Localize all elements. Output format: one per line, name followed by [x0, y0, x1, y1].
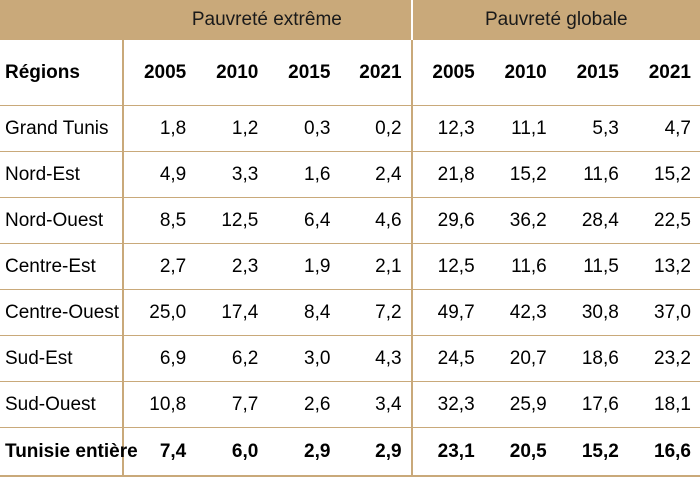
global-value-cell: 17,6	[555, 381, 628, 428]
global-value-cell: 24,5	[410, 335, 484, 382]
extreme-value-cell: 6,4	[267, 197, 340, 244]
global-value-cell: 36,2	[483, 197, 556, 244]
group-header-empty	[0, 0, 124, 40]
total-extreme-cell: 2,9	[339, 427, 412, 477]
global-value-cell: 28,4	[555, 197, 628, 244]
column-header-year: 2015	[555, 40, 628, 106]
extreme-value-cell: 2,4	[339, 151, 412, 198]
total-global-cell: 23,1	[410, 427, 484, 477]
column-header-year: 2010	[483, 40, 556, 106]
total-global-cell: 16,6	[627, 427, 700, 477]
region-cell: Sud-Ouest	[0, 381, 124, 428]
global-value-cell: 13,2	[627, 243, 700, 290]
region-cell: Sud-Est	[0, 335, 124, 382]
column-header-year: 2010	[195, 40, 268, 106]
extreme-value-cell: 2,1	[339, 243, 412, 290]
extreme-value-cell: 12,5	[195, 197, 268, 244]
table-row: Grand Tunis 1,8 1,2 0,3 0,2 12,3 11,1 5,…	[0, 105, 700, 152]
group-header-extreme: Pauvreté extrême	[123, 0, 412, 40]
region-cell: Centre-Ouest	[0, 289, 124, 336]
table-body: Grand Tunis 1,8 1,2 0,3 0,2 12,3 11,1 5,…	[0, 105, 700, 477]
global-value-cell: 22,5	[627, 197, 700, 244]
total-extreme-cell: 2,9	[267, 427, 340, 477]
global-value-cell: 5,3	[555, 105, 628, 152]
total-global-cell: 20,5	[483, 427, 556, 477]
extreme-value-cell: 17,4	[195, 289, 268, 336]
global-value-cell: 25,9	[483, 381, 556, 428]
table-row: Sud-Ouest 10,8 7,7 2,6 3,4 32,3 25,9 17,…	[0, 381, 700, 428]
extreme-value-cell: 4,3	[339, 335, 412, 382]
global-value-cell: 11,6	[483, 243, 556, 290]
column-header-year: 2021	[339, 40, 412, 106]
global-value-cell: 37,0	[627, 289, 700, 336]
column-header-region: Régions	[0, 40, 124, 106]
global-value-cell: 12,5	[410, 243, 484, 290]
extreme-value-cell: 4,6	[339, 197, 412, 244]
column-header-year: 2005	[410, 40, 484, 106]
extreme-value-cell: 4,9	[122, 151, 196, 198]
global-value-cell: 18,6	[555, 335, 628, 382]
table-row: Centre-Est 2,7 2,3 1,9 2,1 12,5 11,6 11,…	[0, 243, 700, 290]
extreme-value-cell: 1,9	[267, 243, 340, 290]
global-value-cell: 23,2	[627, 335, 700, 382]
global-value-cell: 42,3	[483, 289, 556, 336]
total-global-cell: 15,2	[555, 427, 628, 477]
extreme-value-cell: 2,7	[122, 243, 196, 290]
global-value-cell: 20,7	[483, 335, 556, 382]
global-value-cell: 12,3	[410, 105, 484, 152]
total-row: Tunisie entière 7,4 6,0 2,9 2,9 23,1 20,…	[0, 427, 700, 477]
extreme-value-cell: 7,2	[339, 289, 412, 336]
global-value-cell: 11,1	[483, 105, 556, 152]
column-header-year: 2021	[627, 40, 700, 106]
column-header-year: 2015	[267, 40, 340, 106]
extreme-value-cell: 25,0	[122, 289, 196, 336]
global-value-cell: 15,2	[627, 151, 700, 198]
region-cell: Grand Tunis	[0, 105, 124, 152]
global-value-cell: 11,5	[555, 243, 628, 290]
extreme-value-cell: 1,6	[267, 151, 340, 198]
column-header-row: Régions 2005 2010 2015 2021 2005 2010 20…	[0, 40, 700, 106]
global-value-cell: 30,8	[555, 289, 628, 336]
extreme-value-cell: 0,3	[267, 105, 340, 152]
global-value-cell: 29,6	[410, 197, 484, 244]
table-row: Nord-Est 4,9 3,3 1,6 2,4 21,8 15,2 11,6 …	[0, 151, 700, 198]
extreme-value-cell: 10,8	[122, 381, 196, 428]
global-value-cell: 15,2	[483, 151, 556, 198]
region-cell: Centre-Est	[0, 243, 124, 290]
global-value-cell: 4,7	[627, 105, 700, 152]
extreme-value-cell: 6,9	[122, 335, 196, 382]
table-row: Centre-Ouest 25,0 17,4 8,4 7,2 49,7 42,3…	[0, 289, 700, 336]
extreme-value-cell: 3,4	[339, 381, 412, 428]
table-row: Sud-Est 6,9 6,2 3,0 4,3 24,5 20,7 18,6 2…	[0, 335, 700, 382]
extreme-value-cell: 7,7	[195, 381, 268, 428]
extreme-value-cell: 1,8	[122, 105, 196, 152]
global-value-cell: 18,1	[627, 381, 700, 428]
extreme-value-cell: 6,2	[195, 335, 268, 382]
extreme-value-cell: 1,2	[195, 105, 268, 152]
extreme-value-cell: 3,0	[267, 335, 340, 382]
extreme-value-cell: 2,3	[195, 243, 268, 290]
extreme-value-cell: 0,2	[339, 105, 412, 152]
region-cell: Nord-Est	[0, 151, 124, 198]
column-header-year: 2005	[122, 40, 196, 106]
extreme-value-cell: 3,3	[195, 151, 268, 198]
total-region-cell: Tunisie entière	[0, 427, 138, 477]
extreme-value-cell: 8,5	[122, 197, 196, 244]
group-header-global: Pauvreté globale	[410, 0, 700, 40]
extreme-value-cell: 8,4	[267, 289, 340, 336]
extreme-value-cell: 2,6	[267, 381, 340, 428]
global-value-cell: 21,8	[410, 151, 484, 198]
global-value-cell: 11,6	[555, 151, 628, 198]
table-row: Nord-Ouest 8,5 12,5 6,4 4,6 29,6 36,2 28…	[0, 197, 700, 244]
group-header-row: Pauvreté extrême Pauvreté globale	[0, 0, 700, 40]
total-extreme-cell: 6,0	[195, 427, 268, 477]
global-value-cell: 32,3	[410, 381, 484, 428]
region-cell: Nord-Ouest	[0, 197, 124, 244]
global-value-cell: 49,7	[410, 289, 484, 336]
